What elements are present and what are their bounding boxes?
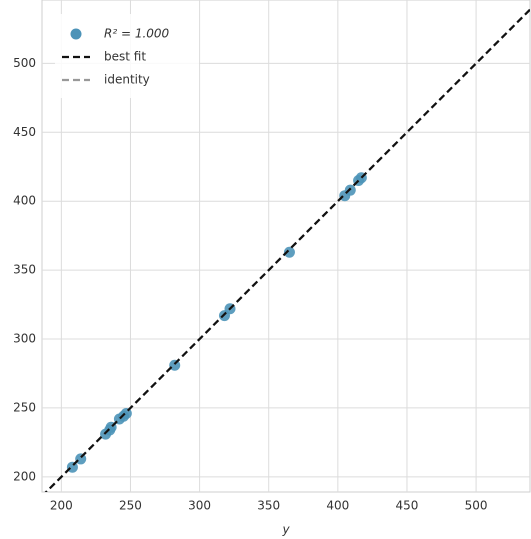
x-tick-label: 300 <box>188 499 211 513</box>
legend-label: identity <box>104 73 150 87</box>
x-tick-label: 350 <box>257 499 280 513</box>
y-tick-label: 200 <box>13 469 36 483</box>
x-tick-label: 500 <box>465 499 488 513</box>
y-tick-label: 450 <box>13 125 36 139</box>
x-tick-label: 250 <box>119 499 142 513</box>
y-tick-label: 250 <box>13 400 36 414</box>
y-tick-label: 350 <box>13 263 36 277</box>
legend-box <box>55 14 199 98</box>
x-tick-label: 450 <box>396 499 419 513</box>
legend-label: best fit <box>104 50 146 64</box>
y-tick-label: 300 <box>13 332 36 346</box>
point <box>283 246 295 258</box>
x-tick-label: 200 <box>50 499 73 513</box>
plot-layer <box>44 8 530 492</box>
x-tick-label: 400 <box>326 499 349 513</box>
legend-label: R² = 1.000 <box>104 27 170 41</box>
legend-marker <box>70 28 82 40</box>
x-axis-label: y <box>281 523 290 537</box>
y-tick-label: 400 <box>13 194 36 208</box>
y-tick-label: 500 <box>13 56 36 70</box>
line <box>44 8 530 492</box>
